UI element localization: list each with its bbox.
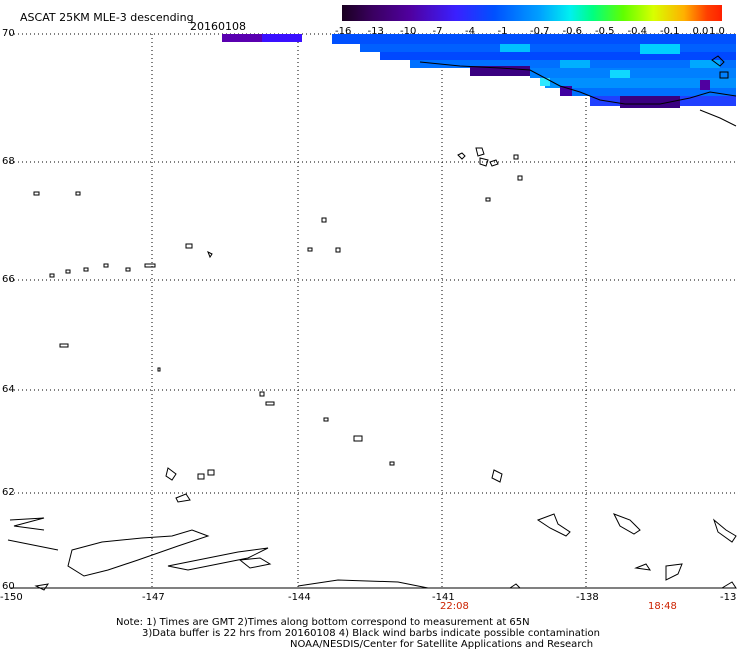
colorbar-label: 0.0	[692, 26, 709, 37]
colorbar-label: -1	[497, 26, 508, 37]
colorbar-label: -7	[432, 26, 443, 37]
colorbar-label: -0.6	[562, 26, 583, 37]
lat-label-70: 70	[2, 28, 15, 39]
lat-label-66: 66	[2, 274, 15, 285]
colorbar-label: -0.7	[530, 26, 550, 37]
map-date: 20160108	[190, 20, 246, 33]
lat-label-68: 68	[2, 156, 15, 167]
lon-label-144: -144	[288, 592, 311, 603]
coastline	[7, 55, 737, 591]
map-title: ASCAT 25KM MLE-3 descending	[20, 11, 194, 24]
colorbar-label: 1.0	[709, 26, 725, 37]
colorbar-label: -0.5	[595, 26, 615, 37]
lat-lon-grid	[10, 33, 736, 588]
lat-label-64: 64	[2, 384, 15, 395]
colorbar-labels: -16 -13 -10 -7 -4 -1 -0.7 -0.6 -0.5 -0.4 -0.1 0.0 1.…	[335, 26, 730, 38]
lon-label-141: -141	[432, 592, 455, 603]
colorbar-label: -4	[465, 26, 475, 37]
footnote-line-2: 3)Data buffer is 22 hrs from 20160108 4)…	[142, 628, 600, 639]
colorbar-label: -13	[367, 26, 384, 37]
lon-label-147: -147	[142, 592, 165, 603]
footnote-line-1: Note: 1) Times are GMT 2)Times along bot…	[116, 617, 530, 628]
colorbar-label: -0.1	[660, 26, 680, 37]
pass-time-1: 22:08	[440, 601, 469, 612]
swath-data	[222, 34, 736, 108]
lon-label-138: -138	[576, 592, 599, 603]
lat-label-60: 60	[2, 581, 15, 592]
colorbar-label: -16	[335, 26, 352, 37]
colorbar	[342, 5, 722, 21]
lat-label-62: 62	[2, 487, 15, 498]
colorbar-label: -10	[400, 26, 417, 37]
colorbar-label: -0.4	[627, 26, 648, 37]
lon-label-150: -150	[0, 592, 23, 603]
footnote-line-3: NOAA/NESDIS/Center for Satellite Applica…	[290, 639, 594, 650]
lon-label-13: -13	[720, 592, 737, 603]
pass-time-2: 18:48	[648, 601, 677, 612]
